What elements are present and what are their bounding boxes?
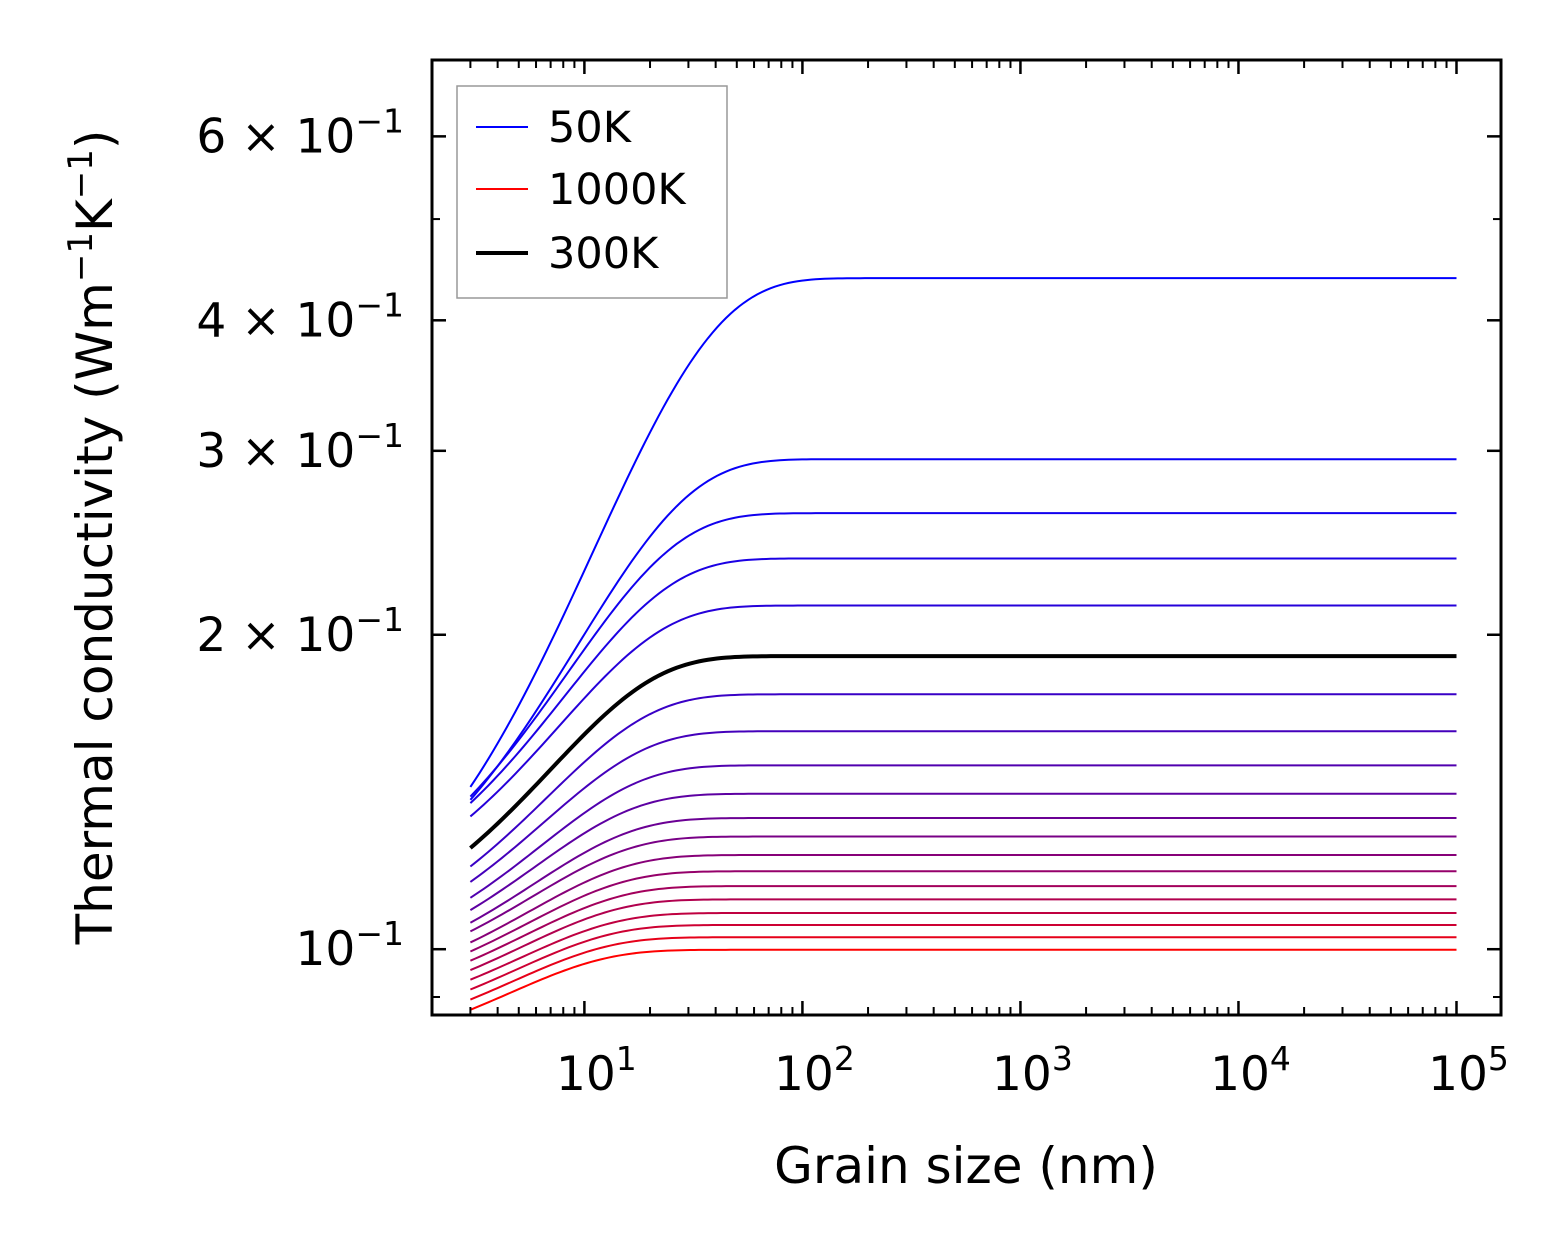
y-tick-label: 4 × 10−1 [196,285,404,348]
y-axis-label: Thermal conductivity (Wm−1K−1) [61,130,124,946]
legend-label-50k: 50K [548,103,633,153]
series-line-750k [469,885,1457,962]
y-tick-label: 2 × 10−1 [196,600,404,663]
series-line-900k [470,923,1457,991]
y-tick-label: 10−1 [296,914,404,977]
series-line-300k [469,654,1457,850]
plot-frame [430,58,1503,1017]
series-line-550k [469,817,1457,924]
series-line-1000k [470,948,1457,1011]
x-axis-label: Grain size (nm) [774,1137,1158,1195]
legend-box [456,85,728,299]
series-line-250k [469,604,1457,818]
x-tick-label: 102 [774,1039,855,1102]
x-tick-label: 103 [992,1039,1073,1102]
series-line-200k [469,557,1457,804]
x-tick-label: 101 [556,1039,637,1102]
legend-label-1000k: 1000K [548,165,687,215]
series-line-350k [469,693,1457,868]
series-line-400k [469,730,1457,883]
y-tick-label: 3 × 10−1 [196,416,404,479]
series-line-950k [470,936,1457,1001]
series-layer [469,277,1457,1011]
x-tick-label: 105 [1428,1039,1509,1102]
series-line-700k [469,870,1457,953]
series-line-500k [469,792,1457,911]
legend: 50K 1000K 300K [456,85,728,299]
series-line-650k [469,854,1457,944]
legend-label-300k: 300K [548,229,660,279]
series-line-600k [469,835,1457,933]
series-line-850k [470,912,1457,981]
series-line-50k [469,277,1457,788]
series-line-800k [470,898,1457,972]
series-line-450k [469,764,1457,899]
x-tick-label: 104 [1210,1039,1291,1102]
label-layer: 101 102 103 104 105 10−1 2 × 10−1 3 × 10−1 4 × 1… [196,101,1509,1102]
series-line-150k [469,512,1457,798]
y-tick-label: 6 × 10−1 [196,101,404,164]
series-line-100k [469,458,1457,801]
